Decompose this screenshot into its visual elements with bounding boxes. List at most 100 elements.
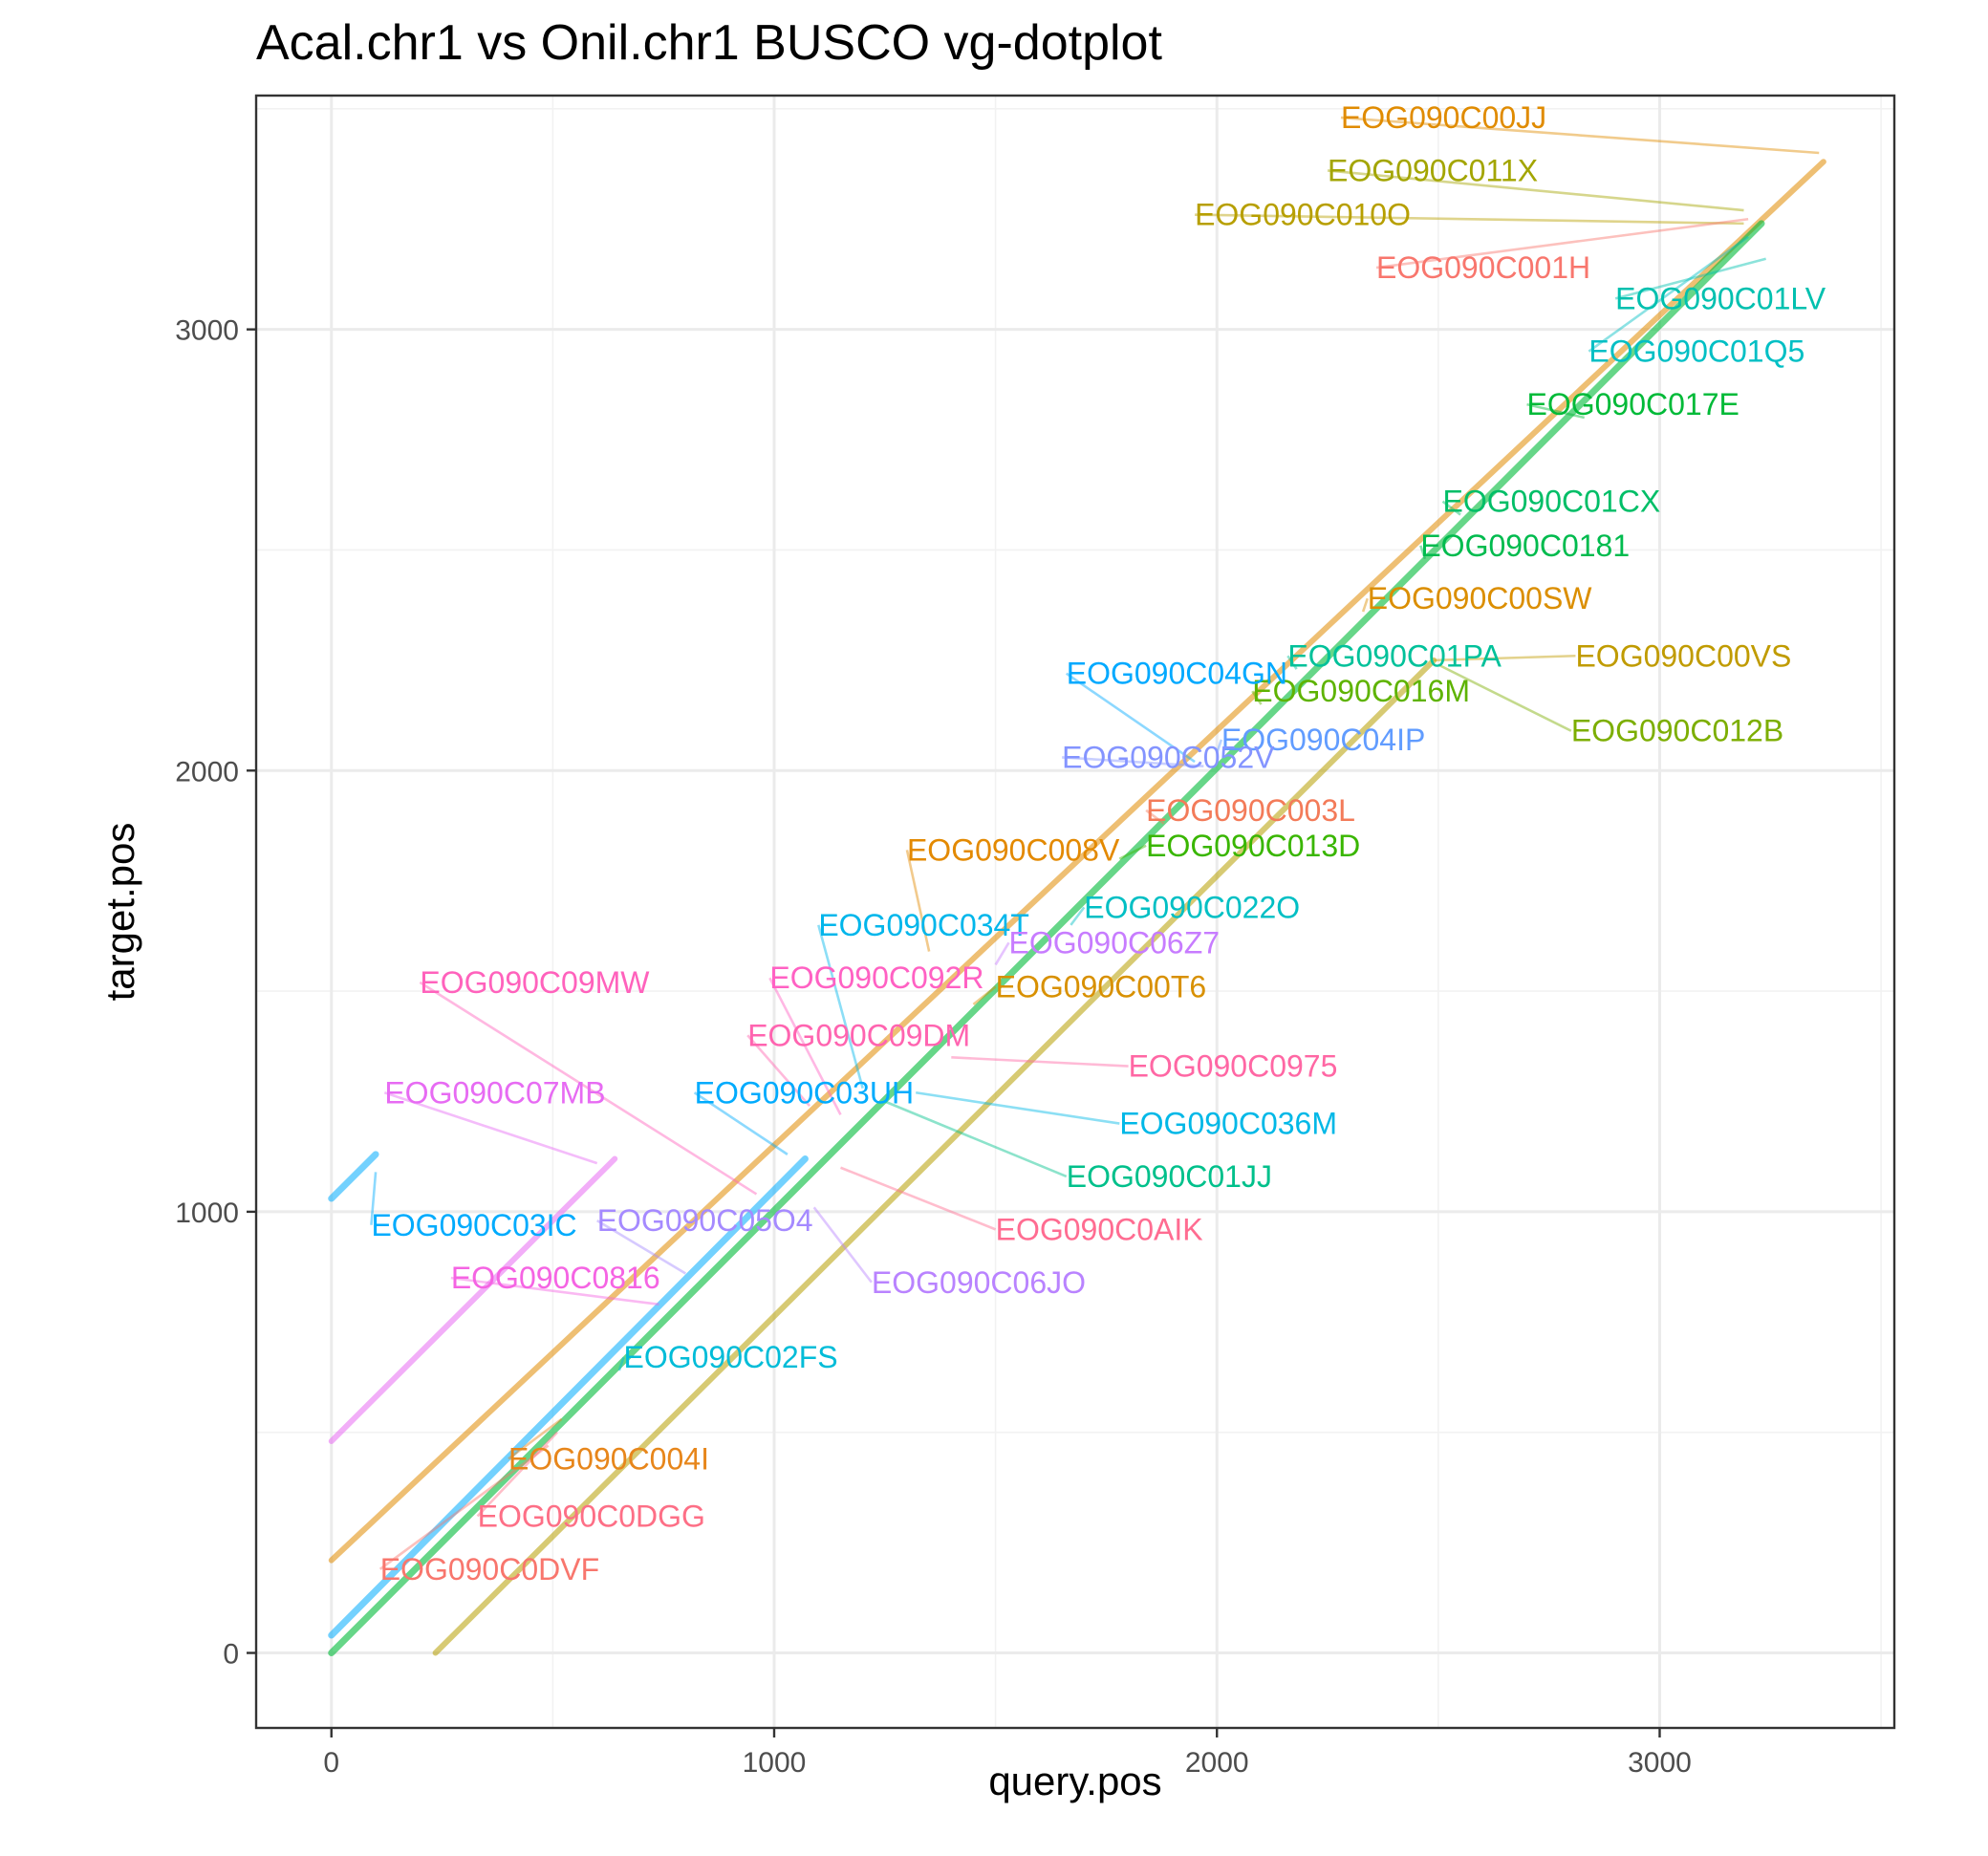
leader-line bbox=[1588, 235, 1749, 353]
segment-label: EOG090C016M bbox=[1252, 674, 1470, 708]
leader-line bbox=[1614, 257, 1766, 300]
leader-line bbox=[378, 1444, 550, 1570]
leader-line bbox=[1526, 402, 1586, 420]
panel-border bbox=[254, 94, 1896, 1730]
segment-label: EOG090C07MB bbox=[384, 1075, 605, 1110]
segment-label: EOG090C06JO bbox=[872, 1265, 1086, 1300]
leader-line bbox=[370, 1172, 378, 1225]
y-axis-title: target.pos bbox=[97, 823, 142, 1002]
x-axis-title: query.pos bbox=[988, 1759, 1161, 1803]
segment-label: EOG090C012B bbox=[1571, 714, 1783, 748]
segment-label: EOG090C004I bbox=[508, 1441, 709, 1476]
leader-line bbox=[916, 1090, 1120, 1125]
label-leaders bbox=[370, 116, 1820, 1570]
leader-line bbox=[1216, 739, 1223, 754]
leader-line bbox=[1434, 654, 1576, 662]
segment-label: EOG090C017E bbox=[1527, 387, 1740, 421]
segment-label: EOG090C02FS bbox=[623, 1340, 837, 1374]
leader-line bbox=[1065, 672, 1196, 764]
leader-line bbox=[1340, 116, 1820, 155]
leader-line bbox=[476, 1431, 558, 1518]
segment-label: EOG090C04GN bbox=[1067, 657, 1287, 691]
segment-label: EOG090C0816 bbox=[451, 1261, 660, 1295]
x-tick-label: 1000 bbox=[743, 1747, 807, 1779]
x-tick-label: 3000 bbox=[1628, 1747, 1692, 1779]
segment-label: EOG090C022O bbox=[1084, 890, 1300, 924]
y-tick-label: 2000 bbox=[175, 756, 239, 788]
leader-line bbox=[1251, 690, 1263, 705]
segment-label: EOG090C0AIK bbox=[996, 1212, 1203, 1246]
segment-label: EOG090C003L bbox=[1146, 793, 1355, 828]
segment-label: EOG090C00SW bbox=[1368, 581, 1593, 615]
leader-line bbox=[994, 941, 1010, 966]
segment-label: EOG090C01JJ bbox=[1067, 1159, 1272, 1194]
segment-label: EOG090C034T bbox=[818, 908, 1029, 942]
segment-label: EOG090C01PA bbox=[1287, 638, 1502, 673]
leader-line bbox=[383, 1091, 598, 1165]
leader-line bbox=[1441, 500, 1461, 516]
segment-label: EOG090C013D bbox=[1146, 829, 1360, 863]
leader-line bbox=[1375, 217, 1749, 270]
leader-line bbox=[1286, 655, 1298, 670]
leader-line bbox=[972, 985, 997, 1005]
series-line-eog090c03ic bbox=[328, 1151, 379, 1202]
segment-label: EOG090C00VS bbox=[1575, 638, 1791, 673]
y-tick-label: 0 bbox=[223, 1639, 239, 1671]
segment-label: EOG090C03UH bbox=[695, 1075, 914, 1110]
series-line-eog090c017e bbox=[328, 220, 1765, 1657]
series-line-eog090c03uh bbox=[328, 1155, 809, 1639]
y-tick-label: 3000 bbox=[175, 315, 239, 347]
series-line-eog090c07mb bbox=[328, 1155, 618, 1444]
segment-label: EOG090C03IC bbox=[371, 1208, 576, 1242]
segment-labels: EOG090C00JJ EOG090C011X EOG090C010O EOG090C… bbox=[371, 100, 1826, 1586]
leader-line bbox=[508, 1417, 563, 1460]
segment-label: EOG090C0975 bbox=[1129, 1049, 1338, 1084]
leader-line bbox=[812, 1206, 873, 1284]
segment-label: EOG090C00T6 bbox=[996, 969, 1207, 1004]
leader-line bbox=[951, 1056, 1129, 1068]
grid bbox=[256, 96, 1894, 1728]
leader-line bbox=[905, 850, 931, 952]
segment-label: EOG090C001H bbox=[1376, 250, 1590, 285]
segment-label: EOG090C036M bbox=[1119, 1107, 1337, 1141]
leader-line bbox=[1195, 213, 1744, 226]
segment-label: EOG090C0181 bbox=[1420, 529, 1630, 563]
leader-line bbox=[596, 1219, 687, 1275]
axis-ticks: 0 1000 2000 3000 0 1000 2000 3000 bbox=[175, 315, 1692, 1779]
leader-line bbox=[1361, 597, 1369, 613]
leader-line bbox=[817, 924, 864, 1089]
series-lines bbox=[328, 159, 1826, 1657]
leader-line bbox=[1118, 844, 1147, 860]
segment-label: EOG090C092R bbox=[769, 960, 983, 995]
segment-label: EOG090C01CX bbox=[1442, 485, 1660, 519]
leader-line bbox=[839, 1166, 997, 1231]
leader-line bbox=[1070, 906, 1086, 926]
segment-label: EOG090C010O bbox=[1195, 198, 1411, 232]
leader-line bbox=[1419, 545, 1427, 560]
segment-label: EOG090C01Q5 bbox=[1588, 335, 1804, 369]
leader-line bbox=[419, 981, 758, 1196]
leader-line bbox=[768, 977, 842, 1115]
x-tick-label: 2000 bbox=[1185, 1747, 1249, 1779]
leader-line bbox=[693, 1091, 789, 1155]
series-line-eog090c010o bbox=[432, 657, 1437, 1656]
leader-line bbox=[617, 1356, 625, 1371]
segment-label: EOG090C05O4 bbox=[597, 1203, 813, 1238]
segment-label: EOG090C052V bbox=[1062, 740, 1275, 774]
segment-label: EOG090C09MW bbox=[420, 965, 650, 1000]
segment-label: EOG090C008V bbox=[907, 832, 1120, 867]
leader-line bbox=[746, 1034, 811, 1107]
segment-label: EOG090C01LV bbox=[1615, 281, 1826, 315]
segment-label: EOG090C0DGG bbox=[478, 1499, 705, 1533]
segment-label: EOG090C06Z7 bbox=[1009, 925, 1221, 960]
series-line-eog090c00jj bbox=[328, 159, 1826, 1564]
leader-line bbox=[1062, 756, 1204, 767]
segment-label: EOG090C0DVF bbox=[380, 1552, 599, 1586]
leader-line bbox=[1145, 809, 1165, 825]
y-tick-label: 1000 bbox=[175, 1198, 239, 1229]
chart-title: Acal.chr1 vs Onil.chr1 BUSCO vg-dotplot bbox=[256, 15, 1162, 71]
segment-label: EOG090C09DM bbox=[747, 1018, 970, 1052]
leader-line bbox=[1437, 663, 1572, 732]
